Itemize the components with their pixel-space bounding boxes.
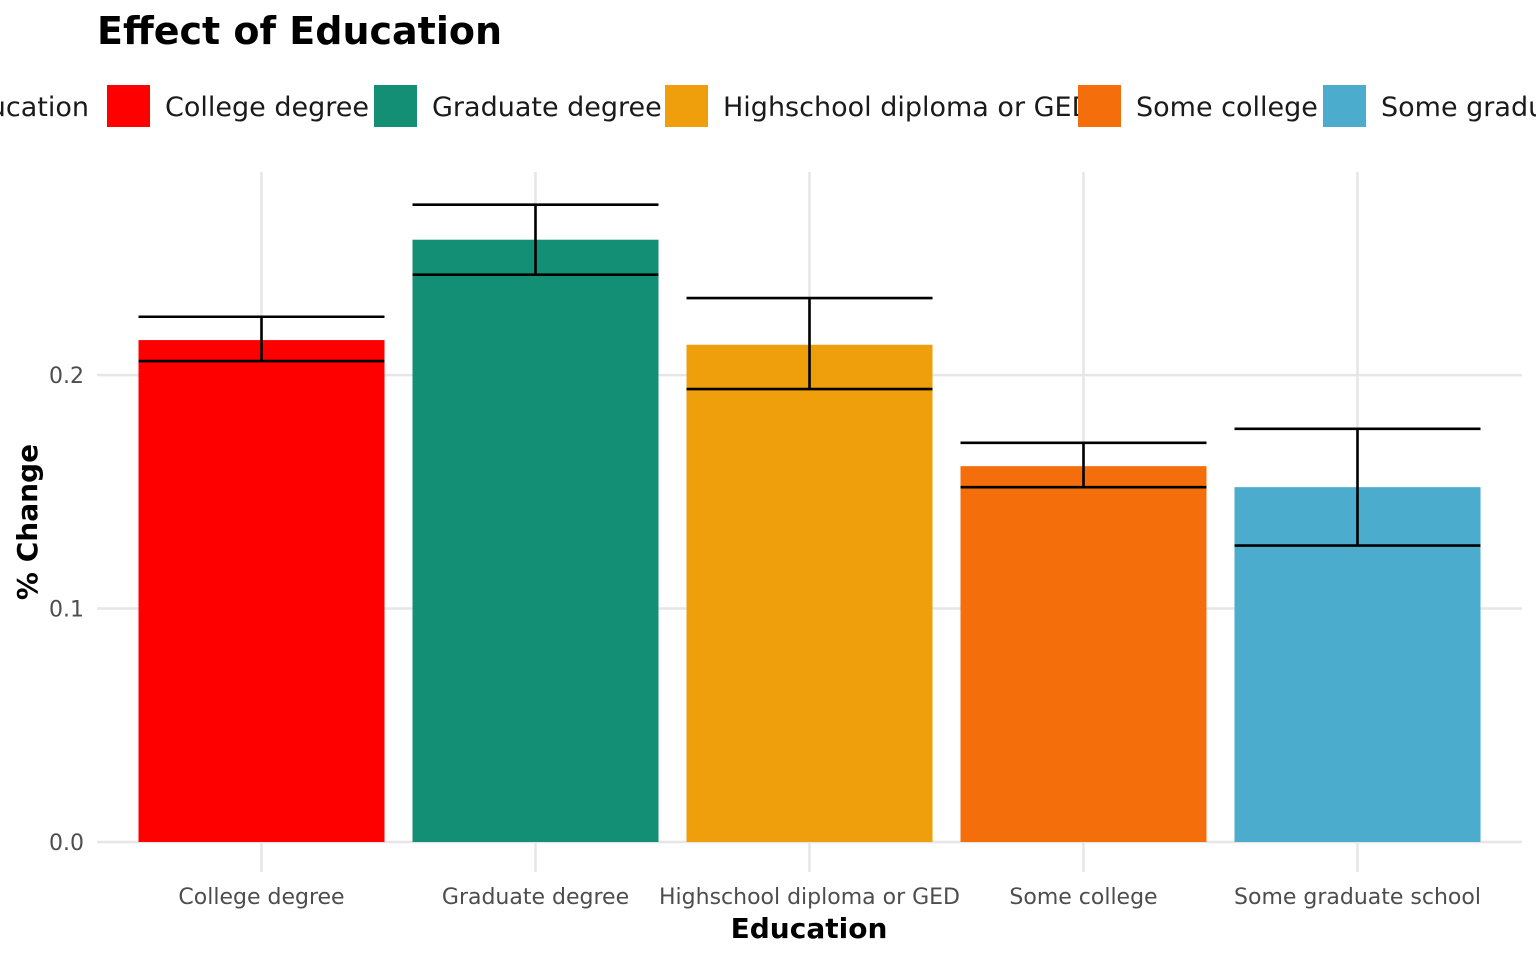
y-axis-title: % Change bbox=[11, 444, 44, 600]
x-tick-label: Graduate degree bbox=[442, 885, 629, 910]
bar bbox=[686, 344, 933, 842]
error-bar bbox=[138, 315, 385, 363]
legend-label: College degree bbox=[165, 92, 369, 123]
legend-item: College degree bbox=[107, 85, 369, 127]
error-bar bbox=[686, 296, 933, 391]
error-bar bbox=[960, 441, 1207, 489]
legend-label: Some college bbox=[1136, 92, 1318, 123]
error-bar bbox=[1234, 427, 1481, 547]
legend-item: Some college bbox=[1078, 85, 1318, 127]
legend-swatch bbox=[107, 85, 150, 127]
x-tick-label: Some graduate school bbox=[1234, 885, 1481, 910]
legend-label: Some graduate school bbox=[1381, 92, 1536, 123]
legend-swatch bbox=[374, 85, 417, 127]
y-tick-label: 0.2 bbox=[49, 364, 84, 389]
x-tick-label: Highschool diploma or GED bbox=[659, 885, 960, 910]
legend-item: Some graduate school bbox=[1323, 85, 1536, 127]
legend-title: Education bbox=[0, 92, 89, 123]
error-bars bbox=[138, 203, 1481, 547]
x-axis-title: Education bbox=[731, 912, 888, 945]
legend-label: Highschool diploma or GED bbox=[723, 92, 1092, 123]
legend-swatch bbox=[1323, 85, 1366, 127]
bar bbox=[138, 340, 385, 842]
legend-item: Graduate degree bbox=[374, 85, 662, 127]
bars bbox=[138, 239, 1481, 843]
y-tick-label: 0.1 bbox=[49, 598, 84, 623]
legend-swatch bbox=[665, 85, 708, 127]
legend-item: Highschool diploma or GED bbox=[665, 85, 1092, 127]
y-tick-label: 0.0 bbox=[49, 831, 84, 856]
x-tick-label: Some college bbox=[1009, 885, 1157, 910]
legend-label: Graduate degree bbox=[432, 92, 662, 123]
legend: Education College degree Graduate degree H… bbox=[0, 85, 1536, 127]
bar bbox=[960, 466, 1207, 842]
y-axis: 0.0 0.1 0.2 bbox=[49, 364, 84, 856]
x-tick-label: College degree bbox=[178, 885, 344, 910]
bar bbox=[412, 239, 659, 843]
legend-swatch bbox=[1078, 85, 1121, 127]
error-bar bbox=[412, 203, 659, 277]
chart-title: Effect of Education bbox=[97, 9, 502, 53]
x-axis: College degree Graduate degree Highschool … bbox=[178, 885, 1481, 910]
